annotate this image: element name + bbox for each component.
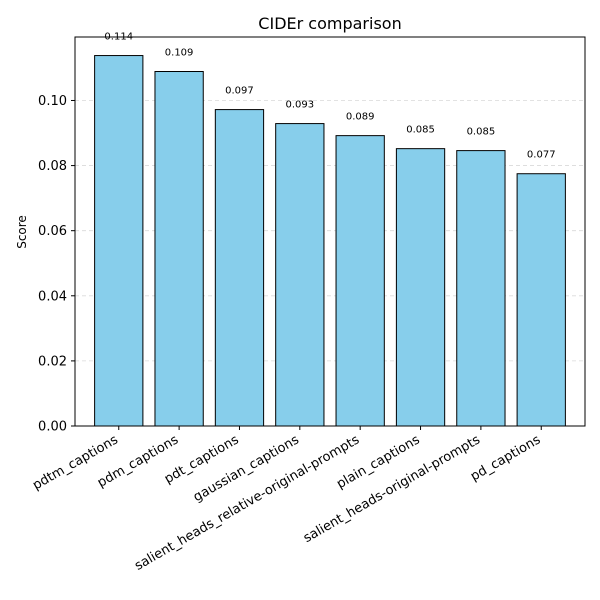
- data-label: 0.085: [406, 125, 435, 136]
- bar-pd-captions: [516, 173, 566, 427]
- bar-gaussian-captions: [275, 123, 325, 427]
- y-axis-ticks: 0.00 0.02 0.04 0.06 0.08 0.10: [38, 94, 75, 435]
- plot-frame: [74, 36, 586, 427]
- bar-pdt-captions: [214, 109, 265, 427]
- y-tick-label: 0.04: [38, 289, 67, 304]
- y-tick-label: 0.00: [38, 420, 67, 435]
- data-label: 0.089: [346, 112, 375, 123]
- y-tick-label: 0.02: [38, 354, 67, 369]
- chart-title: CIDEr comparison: [258, 14, 401, 33]
- bar-pdm-captions: [154, 71, 204, 427]
- bar-salient-heads-relative-original-prompts: [335, 135, 385, 427]
- bar-salient-heads-original-prompts: [456, 150, 506, 427]
- bars: [94, 55, 566, 427]
- grid-lines: [75, 100, 585, 362]
- x-axis-ticks: pdtm_captionspdm_captionspdt_captionsgau…: [30, 426, 543, 574]
- y-axis-label: Score: [15, 215, 29, 249]
- data-label: 0.085: [467, 127, 496, 138]
- y-tick-label: 0.10: [38, 94, 67, 109]
- data-label: 0.109: [165, 48, 194, 59]
- y-tick-label: 0.08: [38, 159, 67, 174]
- data-label: 0.097: [225, 86, 254, 97]
- data-label: 0.077: [527, 150, 556, 161]
- y-tick-label: 0.06: [38, 224, 67, 239]
- bar-pdtm-captions: [94, 55, 144, 427]
- data-label: 0.093: [286, 100, 315, 111]
- bar-plain-captions: [395, 148, 446, 427]
